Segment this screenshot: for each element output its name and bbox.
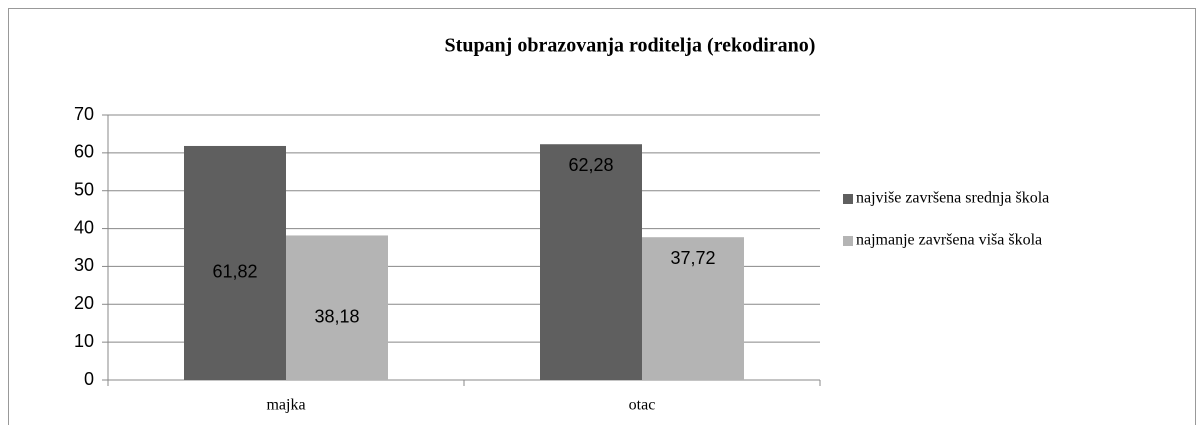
- bar: [286, 235, 388, 380]
- data-label: 38,18: [314, 306, 359, 326]
- legend-label: najviše završena srednja škola: [856, 190, 1049, 207]
- legend-swatch: [843, 194, 853, 204]
- y-tick-label: 40: [74, 217, 94, 237]
- x-tick-label: otac: [629, 397, 656, 414]
- y-tick-label: 0: [84, 369, 94, 389]
- y-tick-label: 10: [74, 331, 94, 351]
- legend-label: najmanje završena viša škola: [856, 232, 1042, 249]
- data-label: 62,28: [568, 155, 613, 175]
- data-label: 61,82: [212, 262, 257, 282]
- bar: [642, 237, 744, 380]
- chart-title: Stupanj obrazovanja roditelja (rekodiran…: [445, 35, 816, 57]
- y-tick-label: 30: [74, 255, 94, 275]
- x-tick-label: majka: [266, 397, 305, 414]
- y-tick-label: 70: [74, 104, 94, 124]
- data-label: 37,72: [670, 248, 715, 268]
- legend-swatch: [843, 236, 853, 246]
- y-tick-label: 20: [74, 293, 94, 313]
- y-tick-label: 50: [74, 179, 94, 199]
- y-tick-label: 60: [74, 142, 94, 162]
- bar: [184, 145, 286, 380]
- bar: [540, 144, 642, 380]
